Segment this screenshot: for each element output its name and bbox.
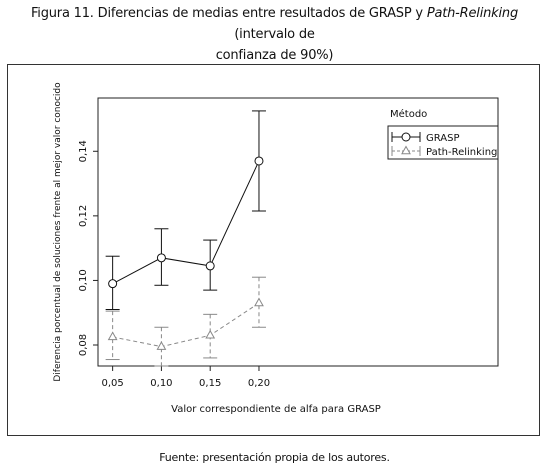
x-axis-label: Valor correspondiente de alfa para GRASP [171,404,381,415]
legend-grasp-marker [401,132,411,142]
y-tick-label-0: 0,08 [78,334,89,356]
legend: GRASP Path-Relinking [391,132,497,158]
pr-point-2 [205,329,216,339]
caption-line-2: confianza de 90%) [215,48,334,63]
caption-text-end: (intervalo de [234,27,315,42]
x-tick-label-1: 0,10 [150,378,172,389]
legend-grasp-label: GRASP [426,133,460,144]
axes-ticks: 0,05 0,10 0,15 0,20 0,08 0,10 0,12 0,14 [78,140,270,389]
caption-line-1: Figura 11. Diferencias de medias entre r… [10,3,539,45]
x-tick-label-0: 0,05 [102,378,124,389]
y-axis-label: Diferencia porcentual de soluciones fren… [53,82,63,382]
grasp-point-0 [108,279,118,289]
legend-title: Método [390,108,427,120]
grasp-point-2 [205,261,215,271]
y-tick-label-1: 0,10 [78,269,89,291]
grasp-point-1 [156,253,166,263]
x-tick-label-3: 0,20 [248,378,270,389]
pr-point-0 [107,331,118,341]
figure-caption: Figura 11. Diferencias de medias entre r… [10,3,539,66]
y-tick-label-3: 0,14 [78,140,89,162]
pr-point-1 [156,341,167,350]
legend-box [387,125,499,160]
caption-text-italic: Path-Relinking [426,6,519,21]
y-tick-label-2: 0,12 [78,205,89,227]
grasp-line [112,160,260,285]
legend-pr-label: Path-Relinking [426,147,497,158]
x-tick-label-2: 0,15 [199,378,221,389]
grasp-point-3 [254,156,264,166]
legend-pr-marker [401,145,411,155]
plot-area [97,97,499,367]
series-layer [105,110,266,367]
caption-text-start: Figura 11. Diferencias de medias entre r… [30,6,427,21]
figure-source: Fuente: presentación propia de los autor… [159,451,390,464]
pr-line [112,302,260,348]
figure-frame [7,64,540,436]
pr-point-3 [254,297,264,307]
